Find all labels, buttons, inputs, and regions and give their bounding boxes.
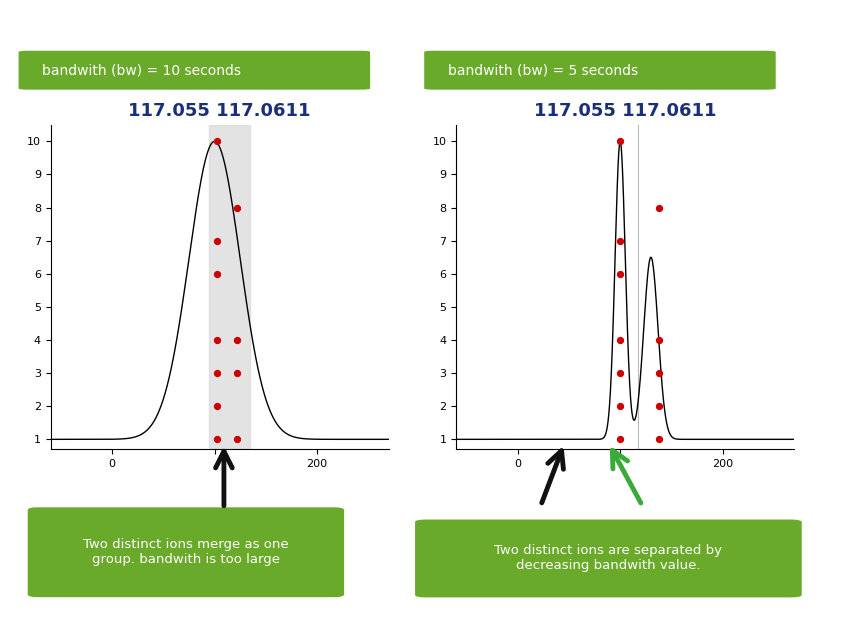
Point: [613, 335, 626, 345]
Title: 117.055 117.0611: 117.055 117.0611: [128, 102, 311, 120]
Point: [652, 203, 665, 213]
FancyBboxPatch shape: [19, 51, 370, 90]
FancyBboxPatch shape: [424, 51, 775, 90]
Point: [613, 236, 626, 246]
Text: Two distinct ions merge as one
group. bandwith is too large: Two distinct ions merge as one group. ba…: [83, 539, 289, 566]
Text: bandwith (bw) = 5 seconds: bandwith (bw) = 5 seconds: [447, 63, 637, 77]
Point: [209, 137, 223, 147]
Point: [613, 434, 626, 444]
Point: [209, 236, 223, 246]
Point: [230, 203, 244, 213]
Point: [613, 137, 626, 147]
Point: [652, 434, 665, 444]
Point: [230, 335, 244, 345]
Point: [209, 335, 223, 345]
Point: [230, 434, 244, 444]
Point: [613, 269, 626, 279]
Point: [652, 335, 665, 345]
Point: [613, 368, 626, 378]
Point: [652, 401, 665, 411]
FancyBboxPatch shape: [28, 507, 344, 597]
Point: [652, 368, 665, 378]
Text: Two distinct ions are separated by
decreasing bandwith value.: Two distinct ions are separated by decre…: [494, 545, 722, 572]
Point: [209, 269, 223, 279]
Text: bandwith (bw) = 10 seconds: bandwith (bw) = 10 seconds: [42, 63, 241, 77]
Bar: [209, 125, 250, 449]
Title: 117.055 117.0611: 117.055 117.0611: [533, 102, 716, 120]
Point: [209, 368, 223, 378]
Point: [209, 401, 223, 411]
FancyBboxPatch shape: [414, 520, 801, 597]
Point: [230, 368, 244, 378]
Point: [613, 401, 626, 411]
Point: [209, 434, 223, 444]
